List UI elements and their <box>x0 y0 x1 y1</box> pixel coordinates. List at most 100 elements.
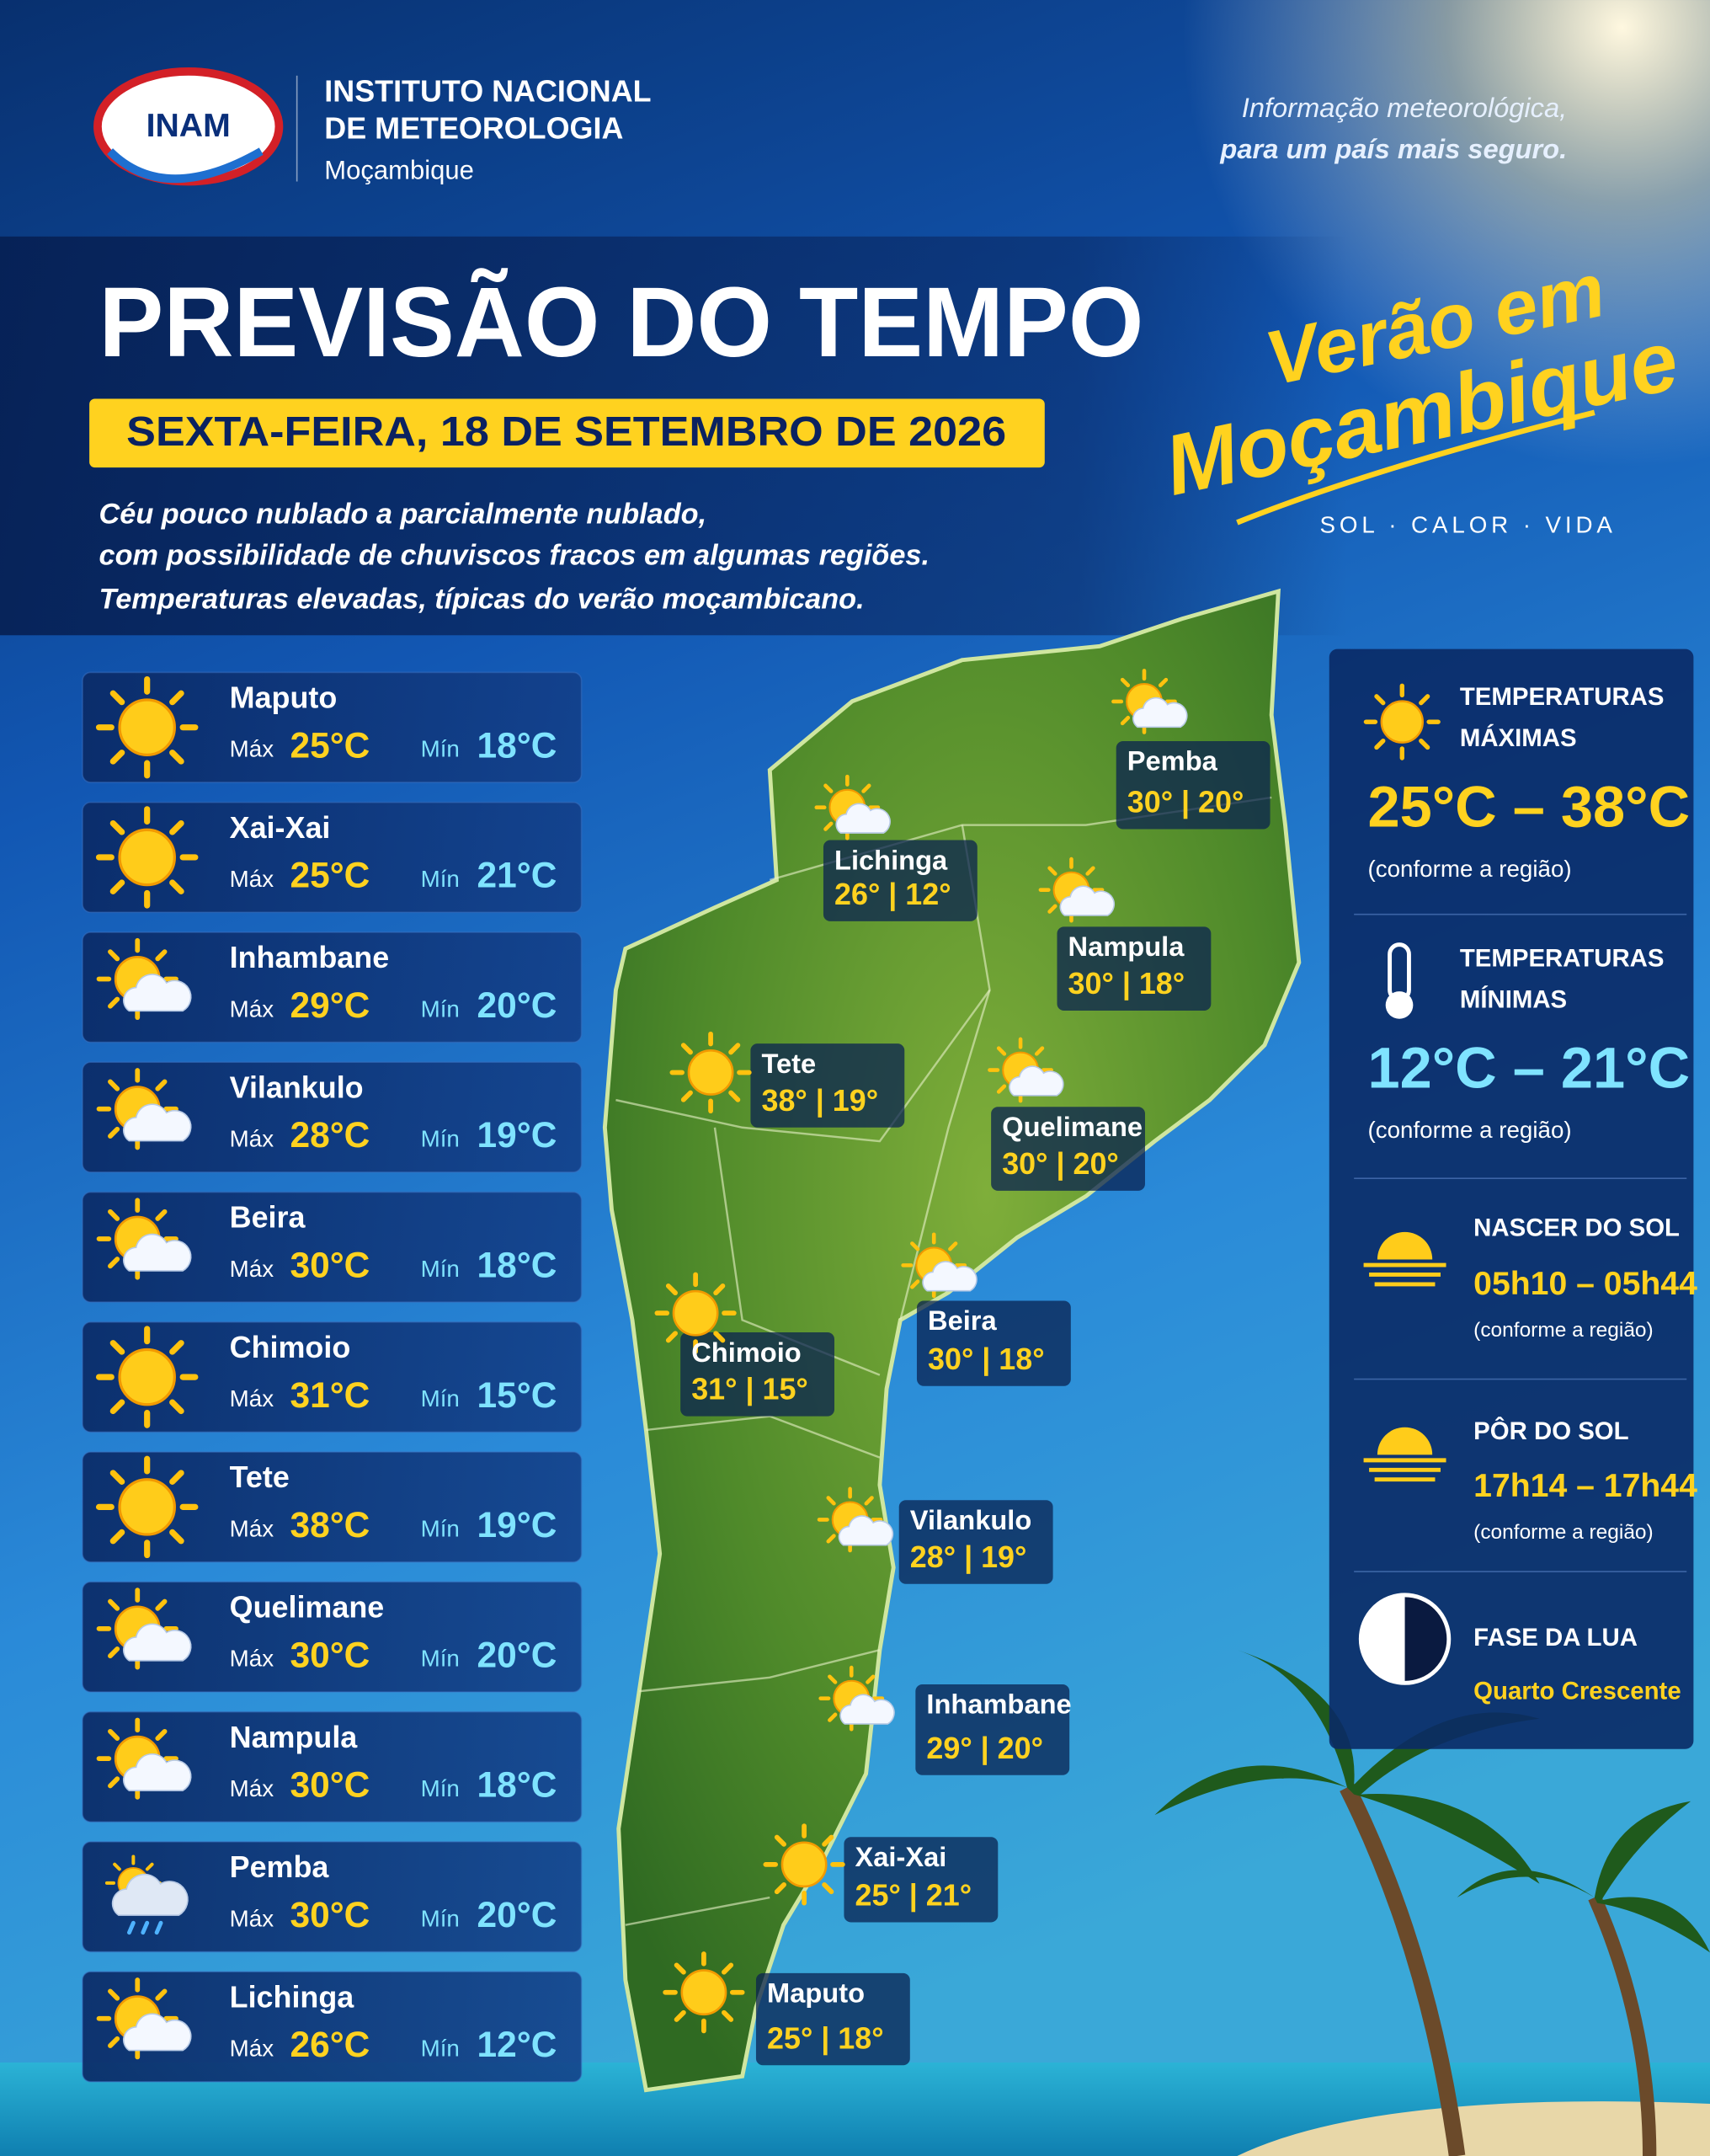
map-city-name: Vilankulo <box>910 1504 1032 1535</box>
sun-ray <box>665 1283 678 1296</box>
city-card: Nampula Máx 30°C Mín 18°C <box>82 1710 583 1823</box>
logo-text: INAM <box>146 108 231 144</box>
min-label: Mín <box>421 866 460 892</box>
sun-ray <box>108 1646 120 1659</box>
sun-ray <box>910 1279 920 1289</box>
sun-ray <box>169 1470 184 1485</box>
sun <box>118 698 176 756</box>
sun <box>118 1478 176 1536</box>
max-label: Máx <box>230 995 274 1022</box>
sun <box>1380 700 1425 744</box>
sun-ray <box>1419 738 1430 750</box>
max-label: Máx <box>230 1775 274 1801</box>
weather-icon <box>95 1326 199 1428</box>
weather-icon <box>95 806 199 909</box>
sun-ray <box>996 1084 1007 1094</box>
map-temps: 29° | 20° <box>926 1731 1043 1765</box>
weather-icon <box>663 1951 745 2034</box>
label-bg <box>844 1837 999 1923</box>
sun-ray <box>722 2009 734 2022</box>
max-label: Máx <box>230 866 274 892</box>
city-name: Maputo <box>230 680 338 715</box>
sun-ray <box>113 1862 121 1871</box>
map-temps: 25° | 18° <box>767 2020 884 2055</box>
sun-ray <box>169 1340 184 1355</box>
label-bg <box>898 1500 1053 1584</box>
sun-ray <box>864 1496 874 1506</box>
sun-ray <box>108 996 120 1009</box>
sun-ray <box>774 1834 786 1847</box>
summary-item: NASCER DO SOL 05h10 – 05h44 (conforme a re… <box>1363 1214 1697 1342</box>
summary-item: PÔR DO SOL 17h14 – 17h44 (conforme a regiã… <box>1363 1417 1697 1544</box>
sun-ray <box>169 750 184 765</box>
sun-ray <box>169 819 184 835</box>
weather-icon <box>1111 669 1188 734</box>
sun-ray <box>722 1962 734 1975</box>
map-label: Vilankulo 28° | 19° <box>817 1486 1053 1584</box>
sun-ray <box>713 1283 726 1296</box>
sun-ray <box>680 1043 693 1055</box>
cloud <box>1009 1065 1064 1097</box>
summary-value: 12°C – 21°C <box>1367 1036 1690 1101</box>
sun-ray <box>1374 694 1386 706</box>
summary: TEMPERATURAS MÁXIMAS 25°C – 38°C (conforme … <box>1354 683 1697 1705</box>
map-temps: 38° | 19° <box>761 1083 878 1118</box>
summary-item: FASE DA LUA Quarto Crescente <box>1358 1593 1681 1705</box>
label-bg <box>915 1684 1070 1775</box>
card-bg <box>82 1061 583 1173</box>
sun-ray <box>109 690 125 706</box>
card-bg <box>82 671 583 783</box>
weather-icon <box>988 1037 1064 1103</box>
sun-ray <box>674 1962 686 1975</box>
map-city-name: Xai-Xai <box>855 1841 947 1872</box>
city-name: Pemba <box>230 1849 330 1884</box>
beach <box>1237 2101 1710 2156</box>
sun-ray <box>948 1241 958 1251</box>
org-name: INSTITUTO NACIONAL <box>324 74 651 109</box>
sun-ray <box>910 1241 920 1251</box>
rain-drop <box>127 1920 136 1935</box>
label-bg <box>750 1043 905 1128</box>
map-city-name: Chimoio <box>691 1337 802 1368</box>
city-name: Xai-Xai <box>230 810 331 845</box>
summary-title: NASCER DO SOL <box>1473 1214 1680 1241</box>
sun-ray <box>145 1862 154 1871</box>
sun-ray <box>822 1882 834 1895</box>
sun-ray <box>1374 738 1386 750</box>
sun-ray <box>109 1340 125 1355</box>
sun-ray <box>674 2009 686 2022</box>
label-bg <box>755 1972 910 2066</box>
sun-ray <box>108 1728 120 1742</box>
card-bg <box>82 1710 583 1823</box>
tagline: para um país mais seguro. <box>1219 133 1567 164</box>
map-label: Tete 38° | 19° <box>669 1031 905 1128</box>
max-label: Máx <box>230 1256 274 1282</box>
sun <box>672 1289 719 1337</box>
city-name: Tete <box>230 1460 290 1494</box>
sun-ray <box>728 1090 741 1102</box>
weather-icon <box>96 1588 192 1670</box>
map-label: Quelimane 30° | 20° <box>988 1037 1145 1191</box>
weather-icon <box>669 1031 752 1114</box>
city-name: Chimoio <box>230 1330 351 1364</box>
city-card: Quelimane Máx 30°C Mín 20°C <box>82 1581 583 1693</box>
max-temp: 30°C <box>290 1635 370 1674</box>
sun-ray <box>823 783 834 793</box>
sun-ray <box>155 949 168 962</box>
sun-ray <box>866 1674 876 1684</box>
label-bg <box>1116 741 1271 830</box>
weather-icon <box>1038 857 1116 923</box>
cloud <box>123 974 192 1012</box>
sun-ray <box>1034 1046 1045 1056</box>
sun <box>118 828 176 887</box>
map-city-name: Inhambane <box>926 1689 1071 1720</box>
map-label: Beira 30° | 18° <box>901 1232 1071 1386</box>
org-country: Moçambique <box>324 155 474 184</box>
summary-title: MÍNIMAS <box>1460 985 1567 1013</box>
sun-ray <box>169 879 184 894</box>
card-bg <box>82 1581 583 1693</box>
label-bg <box>991 1107 1145 1191</box>
min-temp: 21°C <box>477 856 557 895</box>
summary-title: TEMPERATURAS <box>1460 683 1665 711</box>
